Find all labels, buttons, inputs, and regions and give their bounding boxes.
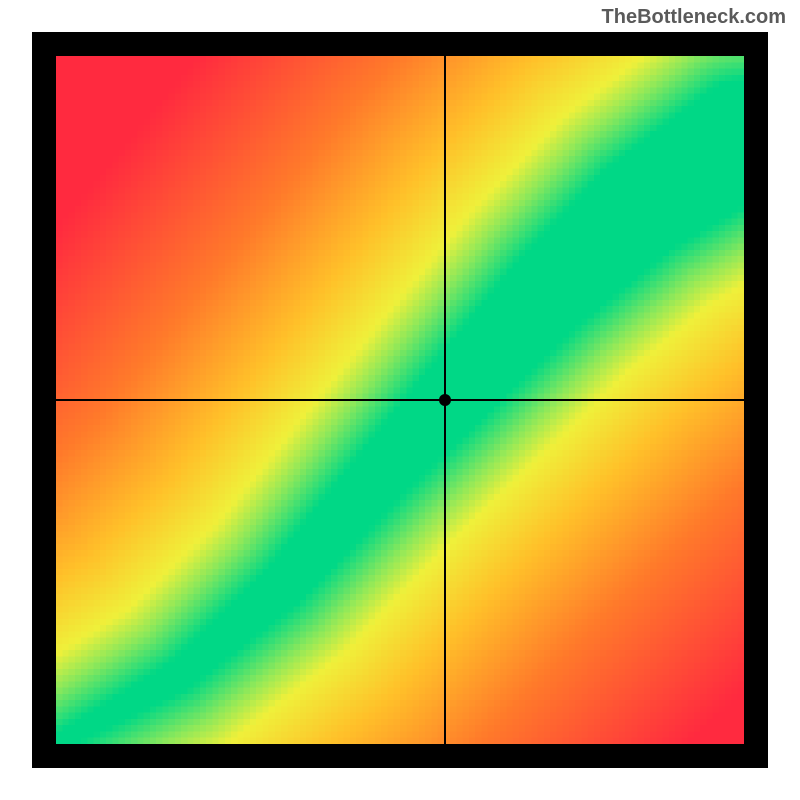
heatmap-frame [32,32,768,768]
watermark-text: TheBottleneck.com [602,6,786,29]
chart-container: TheBottleneck.com [0,0,800,800]
heatmap-canvas [56,56,744,744]
